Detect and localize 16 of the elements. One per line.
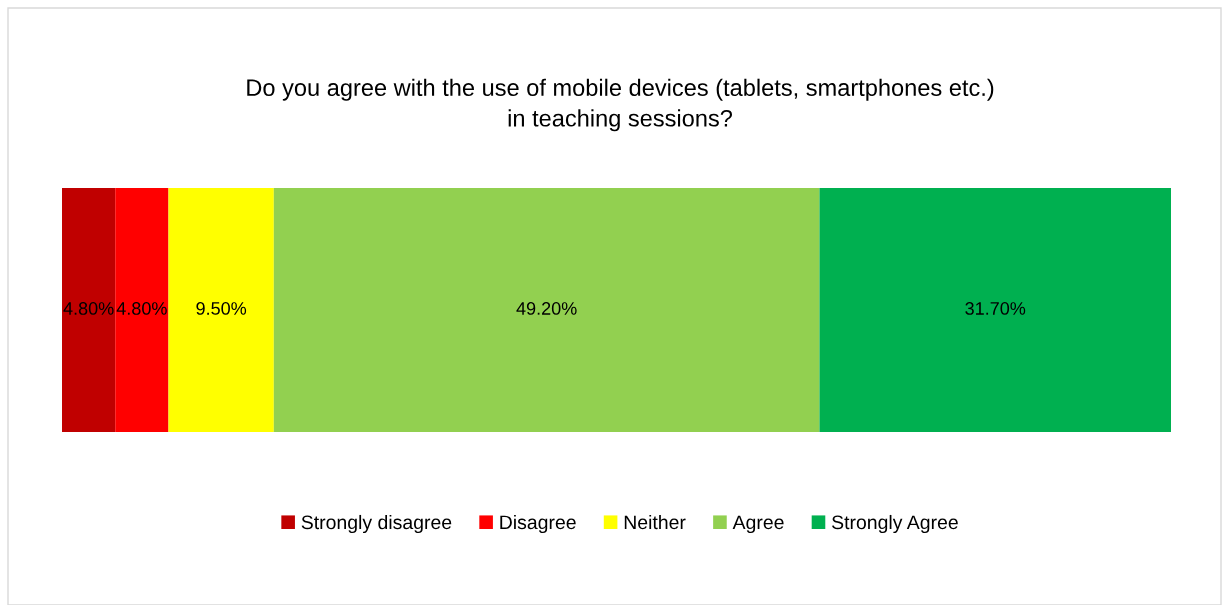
bar xyxy=(168,188,274,432)
legend-label: Strongly disagree xyxy=(301,514,452,534)
legend-label: Strongly Agree xyxy=(832,514,958,534)
data-label: 4.80% xyxy=(63,302,114,315)
data-label: 9.50% xyxy=(196,302,247,315)
legend-label: Disagree xyxy=(500,514,576,534)
data-label: 49.20% xyxy=(516,302,577,315)
bar xyxy=(273,188,820,432)
chart-title: Do you agree with the use of mobile devices (tablets, smartphones etc.) in teaching sessions? xyxy=(247,78,994,132)
bar xyxy=(115,188,169,432)
bar xyxy=(62,188,116,432)
legend-label: Agree xyxy=(732,515,784,534)
legend-label: Neither xyxy=(624,514,686,530)
bar xyxy=(819,188,1171,432)
data-label: 31.70% xyxy=(965,302,1026,315)
data-label: 4.80% xyxy=(116,302,167,315)
